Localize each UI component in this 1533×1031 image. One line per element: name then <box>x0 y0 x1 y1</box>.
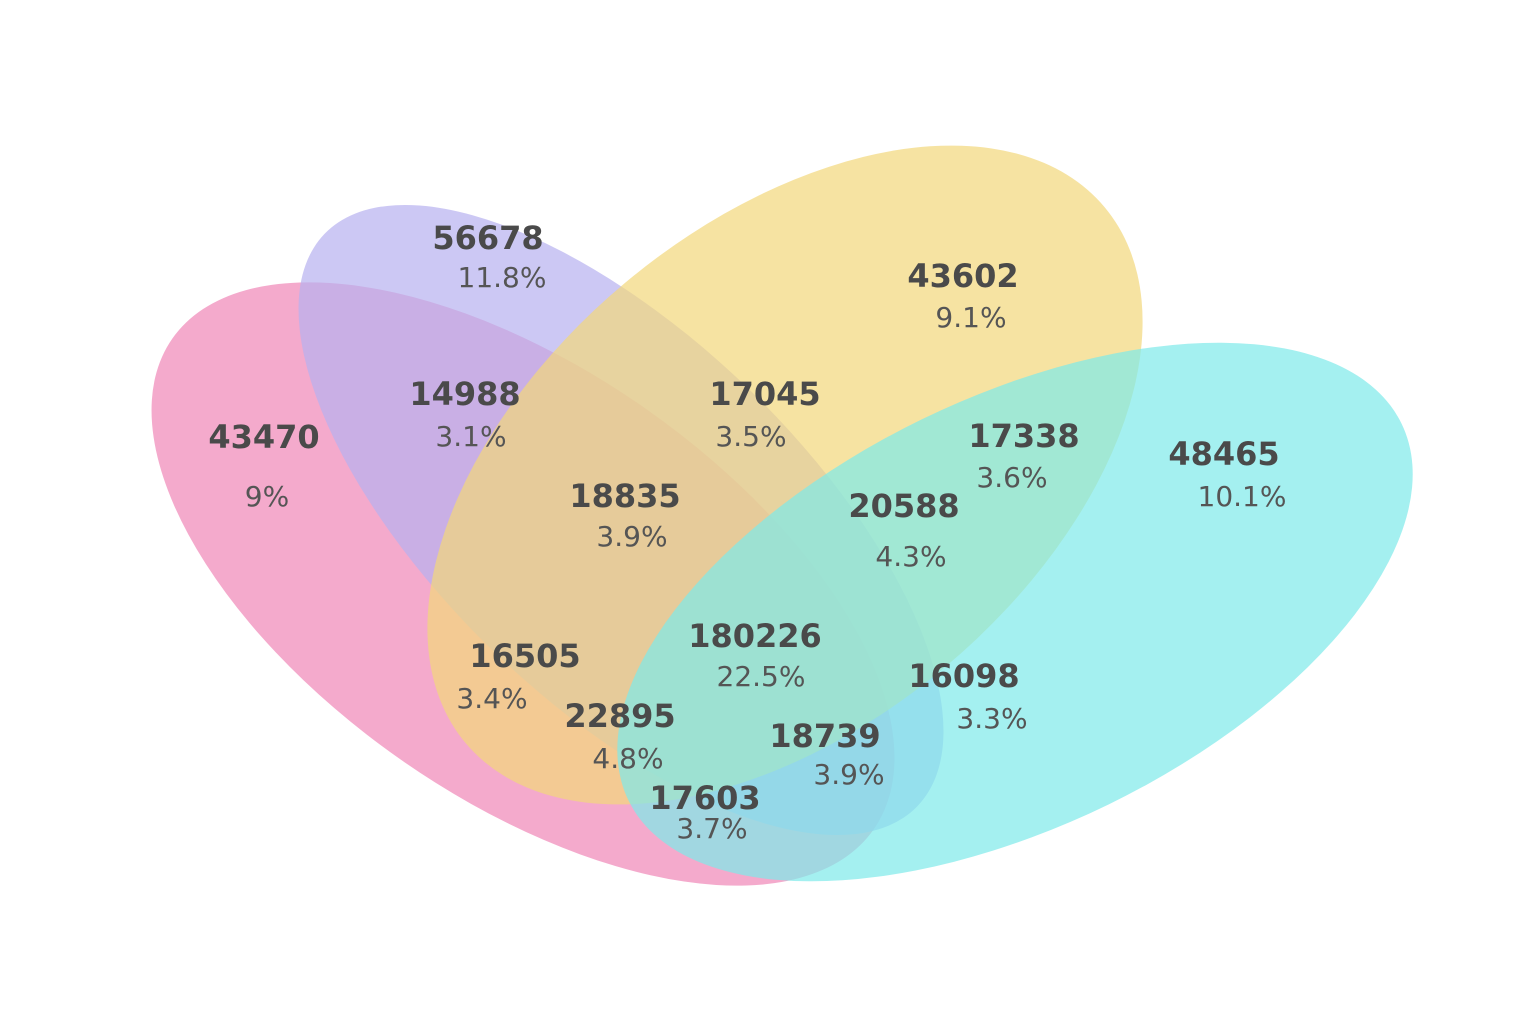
set-ellipses <box>151 145 1413 886</box>
region-cd-pct: 3.6% <box>976 461 1047 494</box>
region-a-pct: 9% <box>245 480 289 513</box>
region-labels: 43470 9% 56678 11.8% 43602 9.1% 48465 10… <box>208 219 1286 845</box>
region-b-count: 56678 <box>432 219 543 257</box>
region-cd-count: 17338 <box>968 417 1079 455</box>
region-acd-count: 22895 <box>564 697 675 735</box>
region-bc-count: 17045 <box>709 375 820 413</box>
region-ab-count: 14988 <box>409 375 520 413</box>
region-c-count: 43602 <box>907 257 1018 295</box>
region-ab-pct: 3.1% <box>435 420 506 453</box>
region-a-count: 43470 <box>208 418 319 456</box>
ellipse-set-d <box>617 342 1413 882</box>
region-abd-count: 18739 <box>769 717 880 755</box>
region-ad-pct: 3.7% <box>676 812 747 845</box>
region-ad-count: 17603 <box>649 779 760 817</box>
region-bd-pct: 3.3% <box>956 702 1027 735</box>
region-bcd-pct: 4.3% <box>875 540 946 573</box>
region-d-count: 48465 <box>1168 435 1279 473</box>
region-abc-count: 18835 <box>569 477 680 515</box>
region-bcd-count: 20588 <box>848 487 959 525</box>
region-c-pct: 9.1% <box>935 301 1006 334</box>
region-b-pct: 11.8% <box>458 261 547 294</box>
region-d-pct: 10.1% <box>1198 480 1287 513</box>
region-abd-pct: 3.9% <box>813 758 884 791</box>
region-ac-pct: 3.4% <box>456 682 527 715</box>
region-bd-count: 16098 <box>908 657 1019 695</box>
region-abcd-count: 180226 <box>688 617 822 655</box>
region-abc-pct: 3.9% <box>596 520 667 553</box>
region-acd-pct: 4.8% <box>592 742 663 775</box>
region-abcd-pct: 22.5% <box>717 660 806 693</box>
region-ac-count: 16505 <box>469 637 580 675</box>
region-bc-pct: 3.5% <box>715 420 786 453</box>
